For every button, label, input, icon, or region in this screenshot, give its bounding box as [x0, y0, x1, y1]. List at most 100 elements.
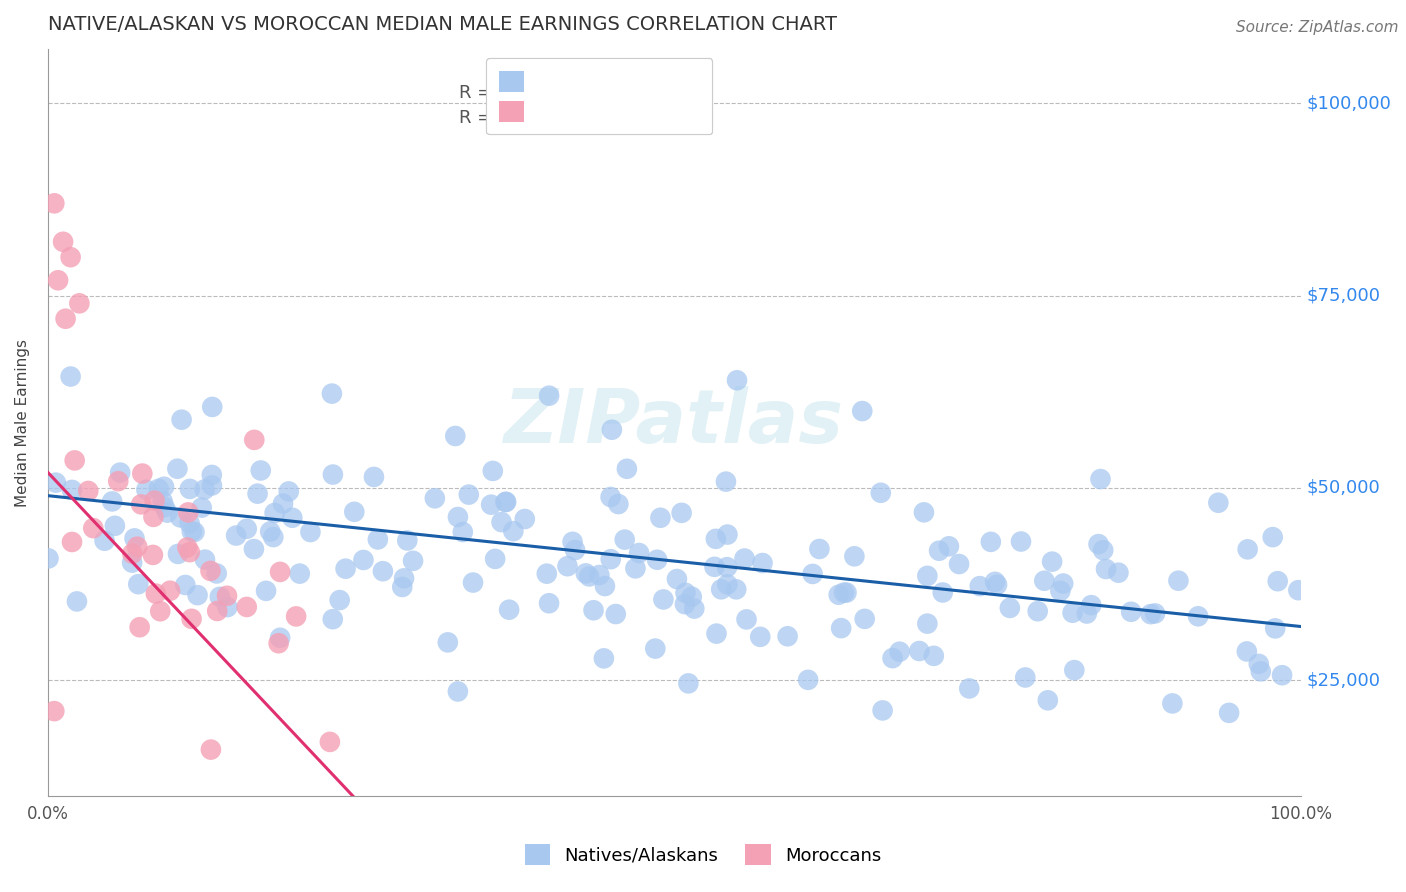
Point	[149, 604, 172, 618]
Point	[82, 521, 104, 535]
Point	[205, 566, 228, 581]
Point	[322, 612, 344, 626]
Point	[391, 580, 413, 594]
Point	[200, 564, 222, 578]
Point	[650, 510, 672, 524]
Point	[153, 500, 176, 515]
Point	[998, 601, 1021, 615]
Point	[127, 577, 149, 591]
Point	[127, 540, 149, 554]
Point	[63, 453, 86, 467]
Text: 37: 37	[621, 109, 647, 127]
Point	[484, 552, 506, 566]
Point	[180, 612, 202, 626]
Point	[121, 547, 143, 561]
Point	[714, 475, 737, 489]
Point	[45, 475, 67, 490]
Point	[263, 506, 285, 520]
Point	[613, 533, 636, 547]
Point	[128, 620, 150, 634]
Point	[246, 486, 269, 500]
Point	[447, 684, 470, 698]
Point	[957, 681, 980, 696]
Point	[536, 566, 558, 581]
Point	[628, 546, 651, 560]
Point	[135, 483, 157, 497]
Point	[644, 641, 666, 656]
Point	[673, 597, 696, 611]
Point	[844, 549, 866, 564]
Point	[917, 569, 939, 583]
Point	[665, 572, 688, 586]
Point	[142, 509, 165, 524]
Point	[1167, 574, 1189, 588]
Point	[129, 497, 152, 511]
Point	[678, 676, 700, 690]
Point	[683, 601, 706, 615]
Text: Source: ZipAtlas.com: Source: ZipAtlas.com	[1236, 20, 1399, 35]
Point	[167, 547, 190, 561]
Point	[716, 577, 738, 591]
Point	[801, 566, 824, 581]
Point	[835, 585, 858, 599]
Point	[321, 386, 343, 401]
Point	[142, 548, 165, 562]
Point	[269, 565, 291, 579]
Point	[605, 607, 627, 621]
Point	[254, 583, 277, 598]
Point	[322, 467, 344, 482]
Point	[108, 466, 131, 480]
Point	[124, 532, 146, 546]
Point	[851, 404, 873, 418]
Point	[180, 524, 202, 539]
Point	[1236, 542, 1258, 557]
Point	[107, 474, 129, 488]
Point	[984, 574, 1007, 589]
Point	[908, 644, 931, 658]
Point	[174, 578, 197, 592]
Point	[1026, 604, 1049, 618]
Point	[652, 592, 675, 607]
Point	[143, 493, 166, 508]
Point	[938, 539, 960, 553]
Point	[208, 590, 231, 604]
Point	[882, 651, 904, 665]
Point	[179, 545, 201, 559]
Point	[236, 599, 259, 614]
Point	[495, 495, 517, 509]
Point	[363, 470, 385, 484]
Point	[194, 552, 217, 566]
Point	[288, 566, 311, 581]
Point	[513, 512, 536, 526]
Point	[267, 636, 290, 650]
Point	[1049, 583, 1071, 598]
Point	[716, 527, 738, 541]
Point	[179, 482, 201, 496]
Point	[1247, 657, 1270, 671]
Point	[1286, 583, 1309, 598]
Point	[498, 603, 520, 617]
Point	[1261, 530, 1284, 544]
Point	[538, 596, 561, 610]
Point	[725, 373, 748, 387]
Point	[928, 543, 950, 558]
Point	[1139, 607, 1161, 622]
Point	[922, 648, 945, 663]
Point	[969, 579, 991, 593]
Y-axis label: Median Male Earnings: Median Male Earnings	[15, 339, 30, 507]
Point	[671, 506, 693, 520]
Point	[645, 553, 668, 567]
Point	[832, 585, 855, 599]
Text: 193: 193	[621, 84, 659, 102]
Point	[706, 626, 728, 640]
Point	[1107, 566, 1129, 580]
Point	[170, 412, 193, 426]
Point	[159, 583, 181, 598]
Point	[299, 524, 322, 539]
Point	[607, 497, 630, 511]
Point	[1121, 605, 1143, 619]
Point	[1144, 607, 1167, 621]
Point	[564, 543, 586, 558]
Point	[495, 495, 517, 509]
Point	[457, 487, 479, 501]
